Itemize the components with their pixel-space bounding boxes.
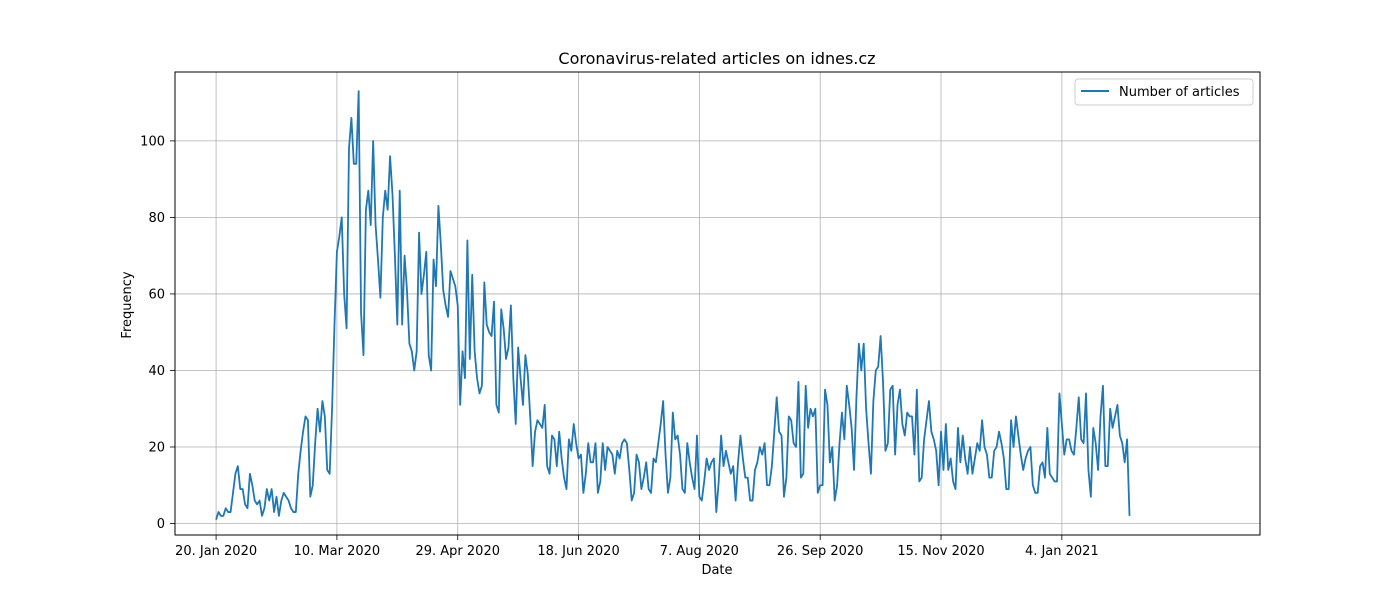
x-tick-label: 18. Jun 2020 <box>537 544 619 559</box>
chart-title: Coronavirus-related articles on idnes.cz <box>558 49 875 68</box>
x-tick-label: 26. Sep 2020 <box>777 544 864 559</box>
y-tick-label: 20 <box>148 440 165 455</box>
y-tick-label: 60 <box>148 287 165 302</box>
series-line-0 <box>215 90 1131 520</box>
legend-label: Number of articles <box>1119 85 1240 100</box>
y-tick-label: 100 <box>140 134 165 149</box>
x-tick-label: 7. Aug 2020 <box>660 544 739 559</box>
x-tick-label: 20. Jan 2020 <box>175 544 257 559</box>
axis-ticks: 20. Jan 2020 10. Mar 2020 29. Apr 2020 18. … <box>140 134 1099 559</box>
x-tick-label: 29. Apr 2020 <box>415 544 500 559</box>
x-tick-label: 15. Nov 2020 <box>897 544 984 559</box>
y-tick-label: 80 <box>148 211 165 226</box>
legend: Number of articles <box>1074 78 1254 106</box>
grid <box>175 72 1260 535</box>
x-tick-label: 4. Jan 2021 <box>1025 544 1099 559</box>
x-axis-label: Date <box>701 563 732 578</box>
series-layer <box>215 90 1131 520</box>
x-tick-label: 10. Mar 2020 <box>294 544 381 559</box>
y-tick-label: 0 <box>157 517 165 532</box>
y-axis-label: Frequency <box>120 271 135 338</box>
plot-area-frame <box>174 71 1261 536</box>
legend-box <box>1074 78 1254 106</box>
y-tick-label: 40 <box>148 364 165 379</box>
